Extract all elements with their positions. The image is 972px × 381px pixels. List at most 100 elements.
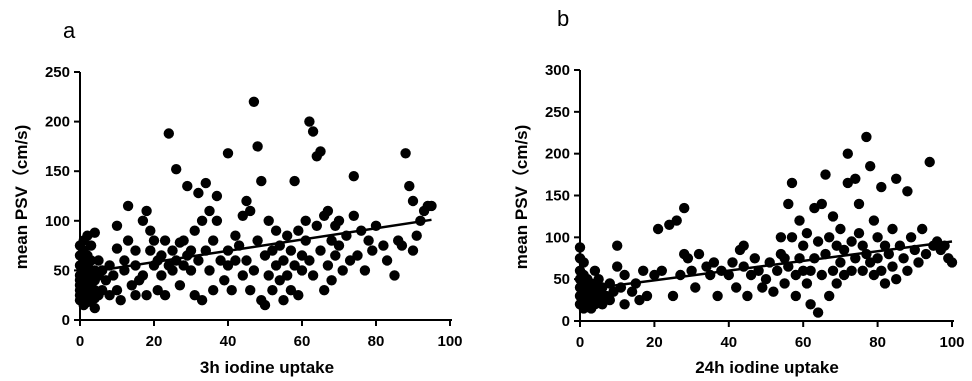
panel-b-data-point: [731, 282, 742, 293]
panel-b-data-point: [872, 232, 883, 243]
panel-b-data-point: [879, 240, 891, 251]
panel-a-data-point: [167, 245, 178, 256]
panel-b-data-point: [682, 253, 694, 264]
panel-a-data-point: [252, 141, 263, 152]
panel-a-data-point: [333, 240, 345, 251]
panel-a-data-point: [130, 290, 141, 301]
panel-a-data-point: [89, 227, 101, 238]
panel-b-data-point: [868, 215, 880, 226]
panel-b-x-tick-label: 60: [795, 334, 812, 351]
panel-b-data-point: [626, 286, 638, 297]
panel-b-y-tick-label: 200: [545, 146, 570, 163]
panel-b-data-point: [679, 202, 690, 214]
panel-b-data-point: [786, 232, 798, 243]
panel-a-data-point: [85, 255, 97, 266]
panel-b-x-tick-label: 20: [646, 334, 663, 351]
panel-b-data-point: [879, 278, 891, 289]
panel-b-data-point: [827, 265, 839, 276]
panel-a-data-point: [85, 240, 97, 251]
panel-b-data-point: [887, 223, 898, 235]
panel-b-y-tick-label: 300: [545, 62, 570, 79]
panel-b-y-tick-label: 250: [545, 104, 570, 121]
panel-a-data-point: [222, 148, 234, 159]
panel-b-data-point: [812, 236, 824, 247]
panel-b-data-point: [768, 286, 779, 297]
panel-b-data-point: [827, 211, 839, 222]
panel-b-data-point: [805, 265, 816, 276]
panel-b-data-point: [619, 299, 630, 310]
panel-a-data-point: [363, 235, 374, 246]
panel-a-data-point: [97, 285, 108, 296]
panel-b-data-point: [898, 253, 909, 264]
panel-b-data-point: [779, 253, 790, 264]
panel-a-data-point: [326, 235, 337, 246]
panel-b-x-tick-label: 40: [720, 334, 737, 351]
panel-a-data-point: [230, 255, 241, 266]
panel-b-data-point: [853, 228, 865, 239]
panel-a-data-point: [163, 128, 174, 139]
panel-b-x-tick-label: 0: [576, 334, 584, 351]
panel-a-data-point: [211, 190, 223, 202]
panel-b-x-ticks: 0 20 40 60 80 100: [576, 321, 965, 351]
panel-b-data-point: [812, 307, 824, 318]
panel-a-y-tick-label: 250: [45, 64, 70, 81]
panel-a-data-point: [237, 210, 248, 221]
panel-a-data-point: [352, 250, 363, 261]
panel-a-data-point: [193, 255, 204, 266]
panel-b-data-point: [619, 269, 630, 281]
panel-a-data-point: [263, 215, 274, 226]
panel-b-data-point: [902, 265, 913, 276]
panel-a-data-point: [182, 180, 193, 192]
panel-a-data-point: [270, 225, 282, 236]
panel-b-data-point: [883, 248, 894, 260]
panel-a-data-point: [344, 255, 356, 266]
panel-a-data-point: [137, 270, 149, 281]
panel-b-data-point: [690, 282, 701, 293]
panel-b-data-point: [842, 148, 853, 159]
panel-a-data-point: [196, 295, 208, 306]
panel-b-scatter-plot: b 0 20 40 60 80 100 0 50 100 150 200 250 300 24h io…: [511, 6, 965, 377]
panel-a-data-point: [407, 245, 419, 256]
panel-a-data-point: [289, 175, 300, 187]
panel-a-x-tick-label: 80: [368, 333, 385, 350]
panel-a-data-point: [145, 225, 156, 236]
panel-b-data-point: [656, 265, 667, 276]
panel-a-data-point: [333, 215, 345, 226]
panel-a-data-point: [307, 126, 319, 137]
panel-a-data-point: [304, 116, 315, 127]
panel-b-data-point: [924, 156, 935, 168]
panel-a-data-point: [267, 245, 278, 256]
panel-b-data-point: [905, 232, 917, 243]
panel-a-data-point: [270, 260, 282, 271]
panel-b-data-point: [757, 282, 768, 293]
panel-a-data-point: [241, 195, 252, 207]
panel-a-data-point: [278, 295, 289, 306]
panel-b-data-point: [738, 240, 749, 251]
panel-b-data-point: [798, 240, 809, 251]
panel-a-trendline: [79, 218, 432, 275]
panel-b-y-axis-title: mean PSV（cm/s): [511, 125, 531, 270]
panel-a-data-point: [322, 260, 334, 271]
panel-b-data-point: [891, 173, 902, 184]
panel-a-data-point: [278, 255, 289, 266]
panel-b-data-point: [920, 248, 932, 260]
panel-a-data-point: [381, 255, 393, 266]
panel-a-data-point: [167, 265, 178, 276]
panel-a-data-point: [274, 275, 285, 286]
panel-a-data-point: [404, 180, 415, 192]
panel-b-data-point: [772, 265, 783, 276]
panel-a-data-point: [248, 96, 260, 108]
panel-a-data-point: [359, 265, 371, 276]
panel-a-data-point: [237, 270, 248, 281]
panel-b-data-point: [686, 265, 697, 276]
panel-b-data-point: [865, 161, 876, 172]
panel-a-data-point: [293, 290, 304, 301]
panel-b-data-point: [831, 278, 842, 289]
panel-a-data-point: [93, 255, 104, 266]
panel-a-data-point: [156, 270, 167, 281]
panel-b-data-point: [749, 253, 760, 264]
panel-a-data-point: [189, 225, 200, 236]
panel-a-data-point: [389, 270, 400, 281]
panel-a-data-point: [263, 270, 274, 281]
